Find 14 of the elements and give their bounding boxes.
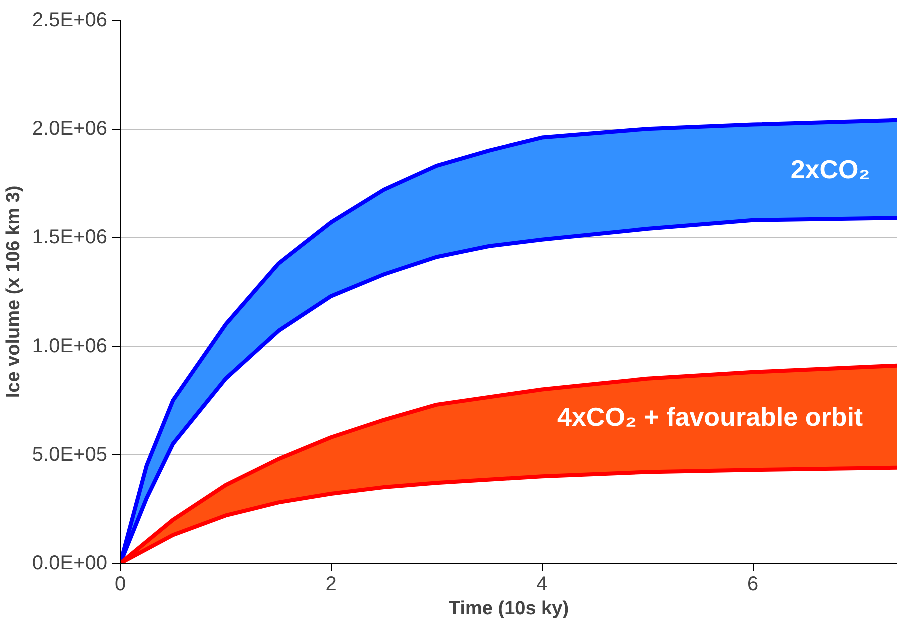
y-tick-label: 5.0E+05 — [32, 444, 108, 466]
x-axis-title: Time (10s ky) — [448, 598, 570, 620]
series-label: 2xCO₂ — [790, 154, 870, 184]
x-tick-label: 2 — [326, 574, 337, 596]
y-tick-label: 0.0E+00 — [32, 552, 108, 574]
series-label: 4xCO₂ + favourable orbit — [558, 402, 864, 432]
y-tick-label: 2.5E+06 — [32, 10, 108, 32]
x-tick-label: 4 — [536, 574, 548, 596]
y-tick-label: 1.5E+06 — [32, 226, 108, 249]
x-tick-label: 6 — [748, 574, 759, 596]
y-tick-label: 1.0E+06 — [32, 335, 108, 358]
x-tick-label: 0 — [114, 574, 126, 596]
y-axis-title: Ice volume (x 106 km 3) — [3, 186, 24, 398]
y-tick-label: 2.0E+06 — [32, 118, 108, 140]
